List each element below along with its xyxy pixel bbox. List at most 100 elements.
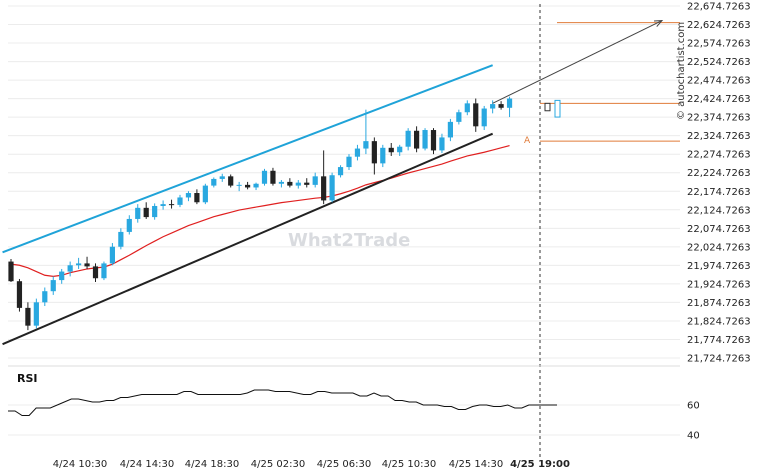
side-watermark: © autochartist.com	[676, 22, 687, 120]
candle-body	[101, 263, 107, 279]
candle-body	[278, 181, 284, 184]
y-tick-label: 22,174.7263	[687, 187, 751, 198]
candle	[109, 243, 115, 266]
y-tick-label: 22,324.7263	[687, 131, 751, 142]
candle-body	[363, 141, 369, 149]
y-tick-label: 21,824.7263	[687, 316, 751, 327]
candle-body	[236, 184, 242, 186]
candle	[481, 105, 487, 131]
y-tick-label: 22,674.7263	[687, 2, 751, 13]
candle-body	[464, 103, 470, 113]
projection-candle	[554, 99, 561, 118]
candle	[304, 178, 310, 188]
candle-body	[439, 137, 445, 151]
candle-body	[245, 184, 251, 188]
candle-body	[126, 218, 132, 232]
y-tick-label: 22,524.7263	[687, 57, 751, 68]
candle-body	[270, 170, 276, 184]
channel-upper-line	[2, 64, 494, 254]
y-tick-label: 22,274.7263	[687, 150, 751, 161]
candle-body	[177, 197, 183, 205]
x-tick-label: 4/25 19:00	[510, 459, 570, 470]
candle-body	[152, 205, 158, 218]
y-tick-label: 22,574.7263	[687, 39, 751, 50]
candle-body	[185, 193, 192, 198]
candle-body	[84, 263, 90, 267]
candle	[211, 177, 217, 188]
y-tick-label: 22,224.7263	[687, 168, 751, 179]
candle	[219, 173, 225, 182]
candle	[236, 181, 242, 192]
candle	[92, 263, 99, 282]
rsi-tick-label: 40	[687, 431, 700, 442]
candle	[168, 199, 175, 209]
y-tick-label: 21,724.7263	[687, 354, 751, 365]
candle	[422, 128, 428, 151]
candle	[50, 276, 56, 295]
candle	[101, 261, 107, 281]
candle	[498, 101, 504, 110]
y-tick-label: 21,924.7263	[687, 279, 751, 290]
candle	[143, 202, 149, 219]
candle	[506, 96, 513, 118]
candle	[253, 182, 259, 191]
candle-body	[430, 130, 437, 151]
candle-body	[498, 104, 504, 108]
candle-body	[211, 178, 217, 186]
candle-body	[168, 204, 175, 206]
candle-body	[422, 130, 428, 149]
candle-body	[490, 104, 496, 109]
candle	[414, 126, 420, 153]
candle-body	[354, 148, 361, 157]
candle-body	[194, 193, 200, 203]
candle	[76, 257, 82, 269]
candle	[118, 228, 124, 250]
rsi-tick-label: 60	[687, 401, 700, 412]
level-lines: A	[492, 20, 680, 146]
candle-body	[304, 182, 310, 185]
candle	[202, 183, 208, 205]
candle-body	[397, 146, 403, 153]
candle-body	[312, 176, 318, 185]
candle	[346, 154, 352, 171]
candle-body	[92, 266, 99, 279]
candle	[126, 215, 132, 235]
candle	[321, 150, 327, 205]
channel-lines	[2, 64, 494, 346]
y-tick-label: 22,474.7263	[687, 76, 751, 87]
candle-body	[388, 147, 394, 153]
candle	[25, 302, 31, 331]
channel-lower-line	[2, 132, 494, 346]
forecast-arrow	[492, 20, 663, 104]
watermark: What2Trade	[288, 230, 410, 251]
candle	[270, 167, 276, 186]
candle	[439, 133, 445, 153]
x-tick-label: 4/24 18:30	[185, 459, 239, 470]
candle	[261, 168, 268, 186]
candle-body	[380, 147, 386, 164]
candle-body	[76, 263, 82, 266]
candle	[42, 287, 48, 307]
candle-body	[414, 130, 420, 149]
candle	[329, 172, 335, 203]
candle-body	[447, 121, 453, 138]
candle-body	[25, 307, 31, 326]
y-tick-label: 22,424.7263	[687, 94, 751, 105]
candle	[135, 204, 141, 223]
x-tick-label: 4/24 14:30	[120, 459, 174, 470]
candle	[371, 137, 377, 175]
candle-body	[295, 182, 301, 186]
x-tick-label: 4/25 14:30	[449, 459, 503, 470]
candle	[160, 200, 166, 210]
candle-body	[160, 204, 166, 206]
candle-body	[67, 265, 73, 272]
candle	[84, 256, 90, 269]
rsi-panel: RSI 60 40	[8, 365, 700, 442]
candle	[490, 100, 496, 114]
candle-body	[8, 261, 14, 282]
candle-body	[109, 246, 115, 264]
candle	[185, 191, 192, 202]
candle-body	[50, 280, 56, 292]
candle	[447, 118, 453, 142]
candles	[8, 96, 513, 331]
